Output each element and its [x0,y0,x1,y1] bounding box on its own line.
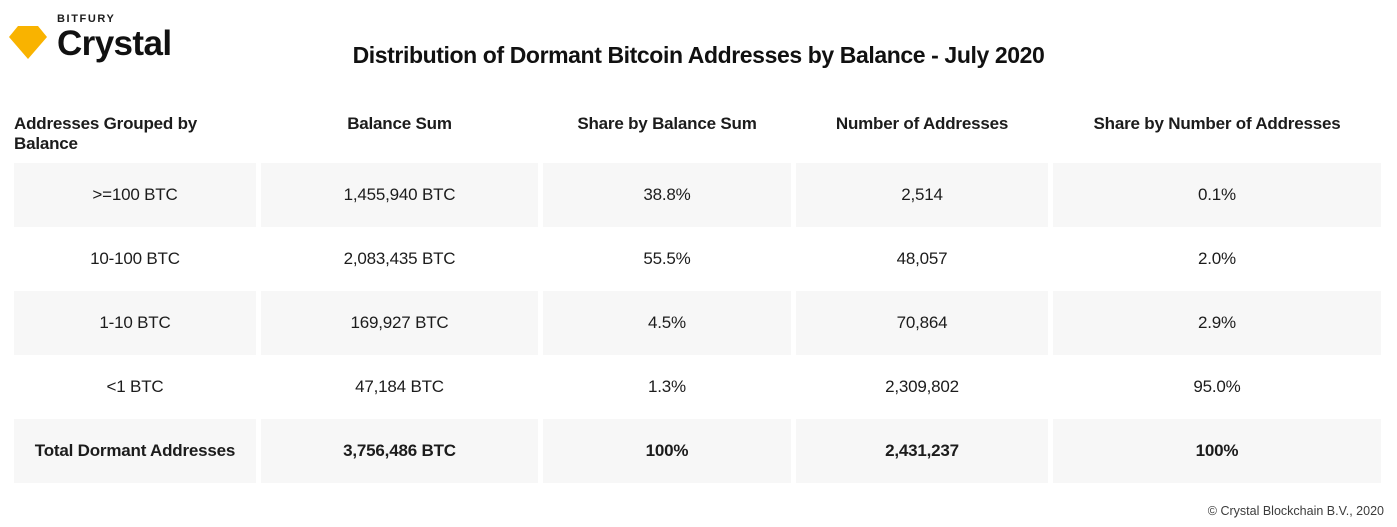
table-row-1-10-btc: 1-10 BTC 169,927 BTC 4.5% 70,864 2.9% [14,291,1381,355]
cell-group: 10-100 BTC [90,249,180,268]
logo-bitfury-label: BITFURY [57,13,116,25]
table-header-row: Addresses Grouped by Balance Balance Sum… [14,105,1381,163]
cell-share-addresses: 2.0% [1198,249,1236,268]
cell-balance-sum: 169,927 BTC [261,291,538,355]
cell-share-balance: 1.3% [648,377,686,396]
table-row-total-dormant-addresses: Total Dormant Addresses 3,756,486 BTC 10… [14,419,1381,483]
cell-balance-sum: 47,184 BTC [355,377,444,396]
dormant-addresses-table: Addresses Grouped by Balance Balance Sum… [14,105,1381,483]
logo-crystal-label: Crystal [57,24,172,63]
cell-group: Total Dormant Addresses [14,419,256,483]
cell-share-balance: 55.5% [643,249,691,268]
cell-share-addresses: 95.0% [1193,377,1241,396]
logo-text: BITFURY Crystal [57,13,172,63]
cell-share-addresses: 100% [1053,419,1381,483]
bitfury-crystal-logo: BITFURY Crystal [8,13,172,63]
cell-share-balance: 4.5% [543,291,791,355]
cell-share-balance: 38.8% [543,163,791,227]
cell-share-addresses: 2.9% [1053,291,1381,355]
column-header-share-by-number-of-addresses: Share by Number of Addresses [1093,114,1341,133]
cell-group: 1-10 BTC [14,291,256,355]
cell-num-addresses: 48,057 [896,249,948,268]
cell-group: <1 BTC [106,377,164,396]
copyright-notice: © Crystal Blockchain B.V., 2020 [1207,504,1384,518]
cell-num-addresses: 2,514 [796,163,1048,227]
column-header-share-by-balance-sum: Share by Balance Sum [577,114,757,133]
column-header-balance-sum: Balance Sum [347,114,452,133]
cell-balance-sum: 3,756,486 BTC [261,419,538,483]
cell-num-addresses: 2,309,802 [885,377,959,396]
table-row-10-100-btc: 10-100 BTC 2,083,435 BTC 55.5% 48,057 2.… [14,227,1381,291]
cell-num-addresses: 70,864 [796,291,1048,355]
column-header-number-of-addresses: Number of Addresses [835,114,1009,133]
table-row-gte-100-btc: >=100 BTC 1,455,940 BTC 38.8% 2,514 0.1% [14,163,1381,227]
page-title: Distribution of Dormant Bitcoin Addresse… [352,42,1045,68]
cell-group: >=100 BTC [14,163,256,227]
cell-balance-sum: 2,083,435 BTC [343,249,456,268]
column-header-grouped-by-balance: Addresses Grouped by Balance [14,114,198,153]
cell-share-balance: 100% [543,419,791,483]
cell-balance-sum: 1,455,940 BTC [261,163,538,227]
cell-share-addresses: 0.1% [1053,163,1381,227]
table-row-lt-1-btc: <1 BTC 47,184 BTC 1.3% 2,309,802 95.0% [14,355,1381,419]
diamond-gem-icon [9,26,47,59]
cell-num-addresses: 2,431,237 [796,419,1048,483]
